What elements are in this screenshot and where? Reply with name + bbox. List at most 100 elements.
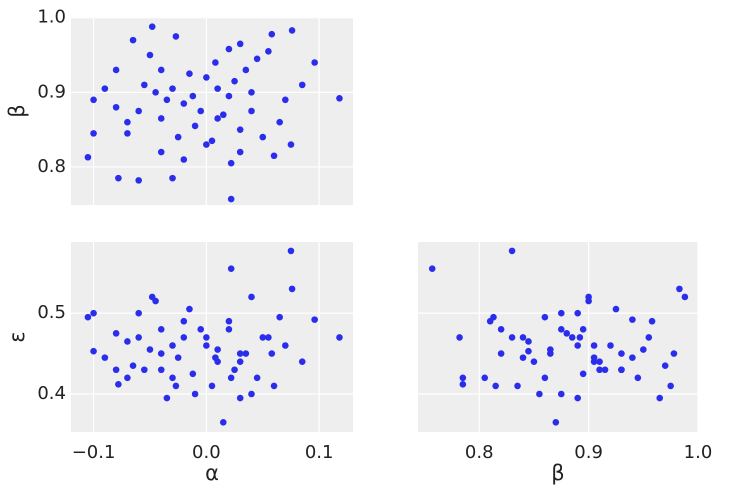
x-tick-label: 0.0 bbox=[192, 442, 221, 463]
point bbox=[157, 66, 165, 74]
point bbox=[157, 115, 165, 122]
point bbox=[590, 354, 598, 361]
point bbox=[197, 107, 205, 115]
point bbox=[557, 390, 565, 398]
point bbox=[248, 89, 255, 96]
point bbox=[282, 342, 289, 349]
point bbox=[157, 350, 165, 357]
y-tick-label: 1.0 bbox=[37, 7, 66, 28]
point bbox=[174, 133, 182, 141]
point bbox=[227, 195, 235, 203]
point bbox=[124, 374, 131, 382]
point bbox=[557, 326, 565, 333]
point bbox=[84, 153, 92, 161]
point bbox=[180, 317, 188, 325]
point bbox=[547, 346, 554, 353]
point bbox=[203, 342, 210, 349]
point bbox=[259, 133, 267, 141]
point bbox=[288, 285, 296, 293]
y-axis-label: β bbox=[5, 104, 29, 117]
point bbox=[146, 346, 154, 353]
point bbox=[428, 265, 436, 272]
point bbox=[530, 358, 538, 365]
point bbox=[169, 342, 176, 349]
point bbox=[607, 342, 614, 349]
point bbox=[497, 326, 505, 333]
point bbox=[287, 247, 295, 255]
point bbox=[157, 326, 165, 333]
point bbox=[236, 126, 244, 133]
point bbox=[590, 342, 598, 349]
point bbox=[497, 350, 505, 357]
point bbox=[124, 130, 131, 137]
point bbox=[231, 77, 238, 85]
point bbox=[174, 354, 182, 361]
point bbox=[214, 115, 221, 122]
point bbox=[227, 159, 235, 167]
point bbox=[661, 362, 669, 370]
point bbox=[112, 330, 120, 337]
point bbox=[225, 45, 233, 53]
point bbox=[574, 309, 581, 317]
point bbox=[519, 334, 527, 341]
point bbox=[214, 346, 221, 353]
point bbox=[576, 334, 584, 341]
point bbox=[225, 92, 233, 100]
point bbox=[90, 309, 97, 317]
point bbox=[219, 418, 227, 426]
point bbox=[212, 59, 219, 66]
point bbox=[585, 297, 592, 305]
point bbox=[459, 374, 467, 382]
point bbox=[645, 334, 653, 341]
plot-background bbox=[71, 17, 353, 205]
point bbox=[186, 70, 193, 77]
point bbox=[203, 74, 210, 81]
point bbox=[225, 326, 233, 333]
point bbox=[242, 66, 250, 74]
point bbox=[219, 111, 227, 119]
point bbox=[90, 130, 97, 137]
point bbox=[146, 51, 154, 59]
point bbox=[112, 366, 120, 374]
point bbox=[676, 285, 683, 293]
point bbox=[667, 382, 674, 390]
point bbox=[172, 382, 180, 390]
point bbox=[214, 85, 221, 92]
point bbox=[579, 370, 587, 378]
x-axis-label: β bbox=[551, 461, 564, 485]
point bbox=[129, 362, 137, 370]
point bbox=[135, 334, 142, 341]
point bbox=[208, 137, 216, 145]
point bbox=[236, 350, 244, 357]
point bbox=[90, 96, 97, 104]
point bbox=[141, 81, 148, 89]
point bbox=[231, 366, 238, 374]
point bbox=[112, 103, 120, 111]
point bbox=[270, 152, 278, 160]
point bbox=[525, 338, 532, 345]
plot-background bbox=[71, 242, 353, 432]
point bbox=[236, 358, 244, 365]
point bbox=[141, 366, 148, 374]
y-tick-label: 0.4 bbox=[37, 383, 66, 404]
point bbox=[242, 350, 250, 357]
x-tick-label: 0.8 bbox=[465, 442, 494, 463]
point bbox=[101, 85, 109, 92]
point bbox=[486, 317, 494, 325]
point bbox=[236, 148, 244, 156]
point bbox=[212, 354, 219, 361]
point bbox=[236, 40, 244, 48]
point bbox=[84, 313, 92, 321]
point bbox=[681, 293, 689, 301]
point bbox=[152, 89, 159, 96]
point bbox=[282, 96, 289, 104]
point bbox=[541, 313, 549, 321]
point bbox=[552, 418, 560, 426]
point bbox=[163, 96, 171, 104]
point bbox=[563, 330, 571, 337]
point bbox=[152, 297, 159, 305]
point bbox=[536, 390, 543, 398]
point bbox=[336, 334, 343, 341]
point bbox=[253, 55, 261, 63]
point bbox=[568, 334, 576, 341]
